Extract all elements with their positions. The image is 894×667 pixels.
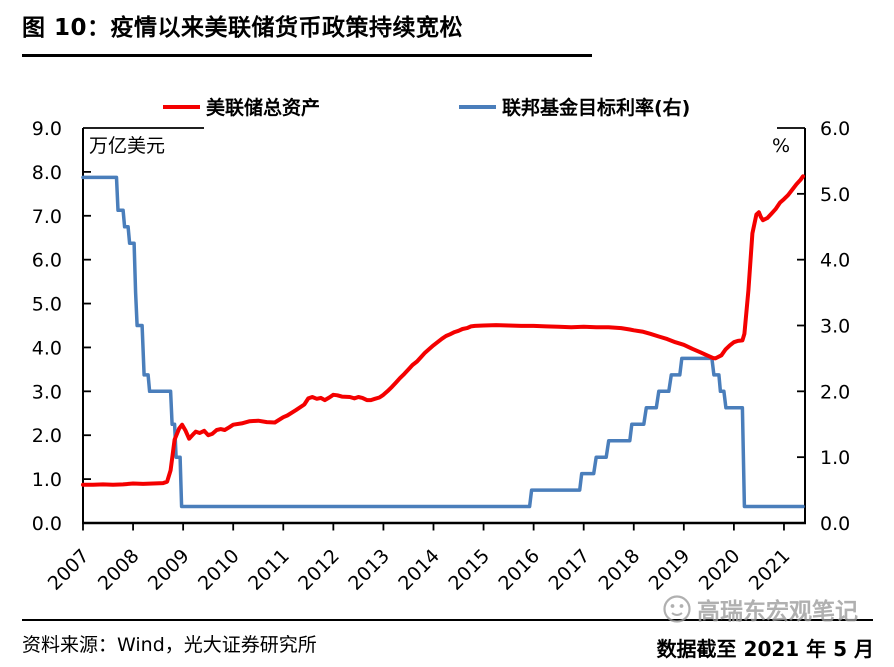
x-axis-tick-label: 2017 (544, 545, 594, 595)
x-axis-tick-label: 2013 (344, 545, 394, 595)
x-axis-tick-label: 2014 (394, 545, 444, 595)
left-axis-tick-label: 2.0 (32, 425, 62, 447)
right-axis-tick-label: 3.0 (820, 316, 850, 338)
right-axis-tick-label: 0.0 (820, 513, 850, 535)
left-axis-tick-label: 7.0 (32, 206, 62, 228)
x-axis-tick-label: 2015 (444, 545, 494, 595)
right-axis-tick-label: 1.0 (820, 447, 850, 469)
footer-divider (22, 619, 873, 621)
x-axis-tick-label: 2010 (194, 545, 244, 595)
legend-label: 联邦基金目标利率(右) (502, 96, 690, 119)
legend-label: 美联储总资产 (206, 96, 320, 119)
page-title: 图 10：疫情以来美联储货币政策持续宽松 (22, 15, 464, 41)
chart-canvas: 0.0 1.0 2.0 3.0 4.0 5.0 6.0 7.0 8.0 9.0 0.0 1.0 2.0 3… (32, 96, 850, 595)
left-axis-tick-label: 1.0 (32, 469, 62, 491)
right-axis-tick-label: 2.0 (820, 381, 850, 403)
left-axis-tick-label: 9.0 (32, 118, 62, 140)
x-axis-tick-label: 2019 (645, 545, 695, 595)
x-axis-tick-label: 2008 (94, 545, 144, 595)
right-axis-tick-label: 5.0 (820, 184, 850, 206)
x-axis-tick-label: 2011 (244, 545, 294, 595)
right-axis-unit-label: % (772, 135, 790, 157)
x-axis-tick-label: 2016 (494, 545, 544, 595)
left-axis-tick-label: 0.0 (32, 513, 62, 535)
x-axis-tick-label: 2018 (595, 545, 645, 595)
left-axis-tick-label: 4.0 (32, 337, 62, 359)
series-rate-line (81, 175, 805, 509)
left-axis-tick-label: 6.0 (32, 250, 62, 272)
source-note: 资料来源：Wind，光大证券研究所 (22, 634, 317, 656)
x-axis-tick-label: 2009 (144, 545, 194, 595)
right-axis-tick-label: 6.0 (820, 118, 850, 140)
right-axis-tick-label: 4.0 (820, 250, 850, 272)
left-axis-tick-label: 3.0 (32, 381, 62, 403)
left-axis-unit-label: 万亿美元 (89, 135, 165, 157)
x-axis-tick-label: 2007 (44, 545, 94, 595)
left-axis-tick-label: 5.0 (32, 294, 62, 316)
x-axis-tick-label: 2020 (695, 545, 745, 595)
data-cutoff-note: 数据截至 2021 年 5 月 (656, 637, 874, 661)
series-assets-line (81, 174, 805, 487)
x-axis-tick-label: 2012 (294, 545, 344, 595)
x-axis-tick-label: 2021 (745, 545, 795, 595)
left-axis-tick-label: 8.0 (32, 162, 62, 184)
title-divider (22, 54, 592, 57)
